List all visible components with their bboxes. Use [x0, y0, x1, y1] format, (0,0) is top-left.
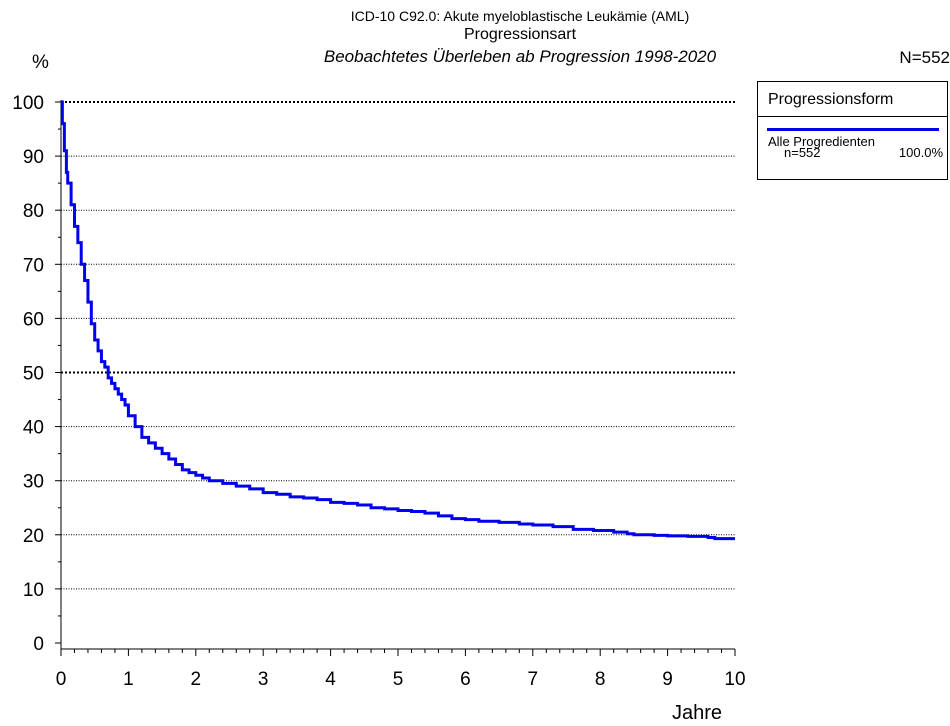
legend-divider — [758, 116, 947, 117]
x-tick-label-3: 3 — [258, 669, 269, 690]
x-tick-label-7: 7 — [528, 669, 539, 690]
y-tick-label-10: 10 — [23, 580, 44, 601]
legend-series-percent: 100.0% — [898, 145, 943, 160]
x-tick-label-6: 6 — [460, 669, 471, 690]
x-tick-label-4: 4 — [325, 669, 336, 690]
series-line-0 — [60, 100, 735, 541]
y-tick-label-50: 50 — [23, 364, 44, 385]
legend: Progressionsform Alle Progredienten n=55… — [757, 81, 948, 180]
y-tick-label-60: 60 — [23, 309, 44, 330]
legend-series-label: Alle Progredienten — [768, 134, 875, 149]
x-tick-label-9: 9 — [662, 669, 673, 690]
chart-subtitle: Progressionsart — [463, 26, 577, 43]
y-tick-label-70: 70 — [23, 255, 44, 276]
chart-title: ICD-10 C92.0: Akute myeloblastische Leuk… — [350, 8, 690, 24]
x-axis-label: Jahre — [672, 702, 723, 724]
x-tick-label-0: 0 — [56, 669, 67, 690]
y-tick-label-80: 80 — [23, 201, 44, 222]
y-tick-label-90: 90 — [23, 147, 44, 168]
y-tick-label-100: 100 — [12, 93, 44, 114]
x-tick-label-10: 10 — [724, 669, 745, 690]
legend-series-count: n=552 — [784, 145, 821, 160]
x-tick-label-8: 8 — [595, 669, 606, 690]
chart-caption: Beobachtetes Überleben ab Progression 19… — [323, 47, 717, 66]
y-axis-label: % — [32, 52, 49, 73]
y-tick-label-20: 20 — [23, 526, 44, 547]
total-count: N=552 — [899, 48, 950, 67]
x-tick-label-2: 2 — [191, 669, 202, 690]
x-tick-label-5: 5 — [393, 669, 404, 690]
legend-series-swatch — [767, 128, 939, 131]
y-tick-label-40: 40 — [23, 418, 44, 439]
y-tick-label-30: 30 — [23, 472, 44, 493]
legend-title: Progressionsform — [768, 91, 894, 108]
x-tick-label-1: 1 — [123, 669, 134, 690]
y-tick-label-0: 0 — [33, 634, 44, 655]
